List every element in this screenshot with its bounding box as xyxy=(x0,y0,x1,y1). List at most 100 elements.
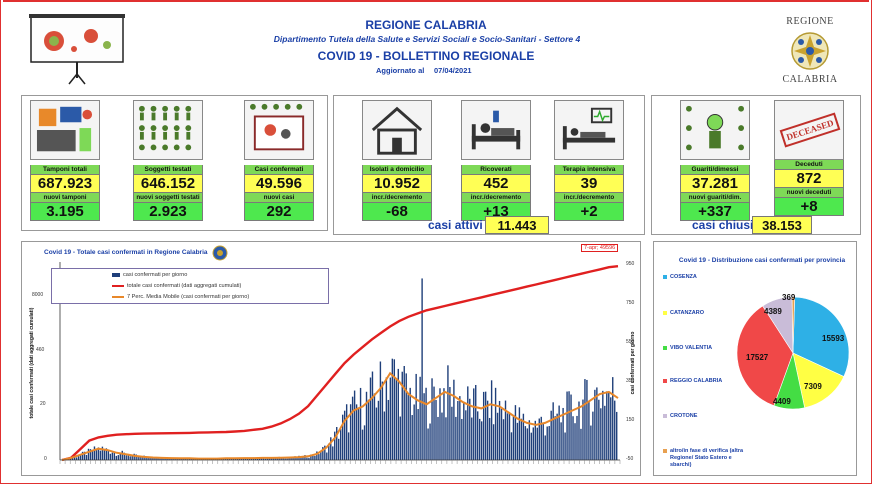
daily-bar xyxy=(127,454,129,460)
daily-bar xyxy=(467,386,469,460)
current-cases-group: Isolati a domicilio 10.952 incr./decreme… xyxy=(333,95,645,235)
intensive-care-icon xyxy=(554,100,624,160)
daily-bar xyxy=(115,455,118,460)
tested-value: 646.152 xyxy=(133,175,203,193)
daily-bar xyxy=(580,428,582,460)
daily-bar xyxy=(584,379,586,460)
deceased-value: 872 xyxy=(774,170,844,188)
province-pie-panel: Covid 19 - Distribuzione casi confermati… xyxy=(653,241,857,476)
daily-bar xyxy=(604,405,606,460)
tests-value: 687.923 xyxy=(30,175,100,193)
daily-bar xyxy=(288,457,290,460)
daily-bar xyxy=(357,408,360,460)
icu-value: 39 xyxy=(554,175,624,193)
confirmed-value: 49.596 xyxy=(244,175,314,193)
daily-bar xyxy=(363,425,366,460)
daily-bar xyxy=(268,457,270,460)
daily-bar xyxy=(435,399,437,460)
chart-annotation: 7-apr; 49596 xyxy=(581,244,619,252)
legend-label-daily: casi confermati per giorno xyxy=(123,272,188,278)
daily-bar xyxy=(465,410,467,460)
daily-bar xyxy=(574,423,576,460)
daily-bar xyxy=(508,413,511,460)
province-pie-chart xyxy=(736,296,850,410)
daily-bar xyxy=(397,368,399,460)
pie-slice xyxy=(791,296,795,354)
daily-bar xyxy=(137,456,139,460)
updated-date: 07/04/2021 xyxy=(434,66,472,75)
daily-bar xyxy=(349,404,352,460)
daily-bar xyxy=(518,407,521,460)
y-tick-right: 750 xyxy=(626,300,635,306)
daily-bar xyxy=(119,453,121,460)
daily-bar xyxy=(310,454,312,460)
daily-bar xyxy=(99,450,102,460)
legend-item-daily: casi confermati per giorno xyxy=(112,272,187,278)
cases-chart xyxy=(59,262,621,464)
daily-bar xyxy=(477,411,479,460)
daily-bar xyxy=(226,458,229,460)
hospitalized-delta-label: incr./decremento xyxy=(461,193,531,203)
testing-group: Tamponi totali 687.923 nuovi tamponi 3.1… xyxy=(21,95,328,231)
pie-value-other: 369 xyxy=(782,293,796,302)
daily-bar xyxy=(473,388,475,460)
daily-bar xyxy=(105,448,108,460)
pie-legend-swatch xyxy=(663,414,667,418)
active-cases-value: 11.443 xyxy=(485,216,549,234)
daily-bar xyxy=(320,451,322,460)
daily-bar xyxy=(399,416,401,460)
daily-bar xyxy=(306,457,308,460)
daily-bar xyxy=(286,458,288,460)
daily-bar xyxy=(588,401,590,460)
daily-bar xyxy=(161,458,163,460)
y-tick-right: 150 xyxy=(626,417,635,423)
daily-bar xyxy=(530,432,533,460)
daily-bar xyxy=(502,419,505,460)
daily-bar xyxy=(71,457,74,460)
daily-bar xyxy=(69,458,72,460)
daily-bar xyxy=(596,387,598,460)
daily-bar xyxy=(395,379,397,460)
department-subtitle: Dipartimento Tutela della Salute e Servi… xyxy=(273,34,581,44)
daily-bar xyxy=(564,432,566,460)
daily-bar xyxy=(242,458,245,460)
daily-bar xyxy=(369,377,372,460)
daily-bar xyxy=(482,391,485,460)
y-tick-left: 8000 xyxy=(32,292,44,298)
pie-legend-swatch xyxy=(663,449,667,453)
daily-bar xyxy=(75,457,78,460)
daily-bar xyxy=(568,391,570,460)
closed-cases-group: Guariti/dimessi 37.281 nuovi guariti/dim… xyxy=(651,95,861,235)
daily-bar xyxy=(514,405,517,460)
daily-bar xyxy=(340,429,342,460)
daily-bar xyxy=(405,373,407,460)
daily-bar xyxy=(361,429,364,460)
daily-bar xyxy=(218,459,221,460)
daily-bar xyxy=(540,416,542,460)
pie-legend-label: VIBO VALENTIA xyxy=(670,345,713,351)
home-isolation-value: 10.952 xyxy=(362,175,432,193)
legend-label-moving-average: 7 Perc. Media Mobile (casi confermati pe… xyxy=(127,294,250,300)
daily-bar xyxy=(336,427,338,460)
chart-legend: casi confermati per giorno totale casi c… xyxy=(51,268,329,304)
daily-bar xyxy=(191,459,193,460)
pie-slice xyxy=(736,305,794,407)
pie-value-cosenza: 15593 xyxy=(822,334,845,343)
daily-bar xyxy=(318,454,320,460)
daily-bar xyxy=(347,432,350,460)
y-axis-title-left: totale casi confermati (dati aggregati c… xyxy=(29,307,35,419)
daily-bar xyxy=(228,458,231,460)
daily-bar xyxy=(87,448,90,460)
daily-bar xyxy=(496,412,499,460)
daily-bar xyxy=(401,371,403,460)
daily-bar xyxy=(314,455,316,460)
daily-bar xyxy=(280,458,282,460)
card-home-isolation: Isolati a domicilio 10.952 incr./decreme… xyxy=(362,100,432,221)
deceased-stamp: DECEASED xyxy=(779,112,841,148)
card-tests: Tamponi totali 687.923 nuovi tamponi 3.1… xyxy=(30,100,100,221)
daily-bar xyxy=(492,424,495,460)
daily-bar xyxy=(542,423,544,460)
lab-equipment-icon xyxy=(30,100,100,160)
daily-bar xyxy=(423,393,425,460)
daily-bar xyxy=(159,458,161,460)
